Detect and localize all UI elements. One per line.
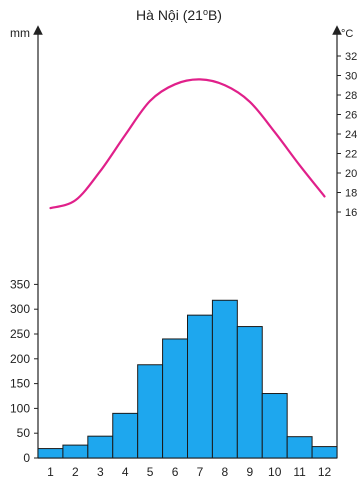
- precipitation-bar: [162, 338, 188, 459]
- month-label: 1: [47, 465, 54, 479]
- precipitation-bar: [236, 326, 263, 459]
- month-label: 10: [268, 465, 282, 479]
- temperature-line: [49, 78, 326, 210]
- precipitation-bar: [37, 448, 64, 459]
- precipitation-bars: [37, 299, 338, 459]
- precipitation-bar: [311, 446, 338, 459]
- chart-title: Hà Nội (21oB): [136, 7, 222, 23]
- month-label: 12: [318, 465, 332, 479]
- month-label: 7: [197, 465, 204, 479]
- left-tick-label: 300: [10, 302, 30, 316]
- right-tick-label: 24: [345, 129, 357, 141]
- left-tick-label: 250: [10, 327, 30, 341]
- precipitation-bar: [211, 299, 238, 459]
- right-tick-label: 32: [345, 51, 357, 63]
- left-axis-ticks: 0 50 100 150 200 250 300 350: [10, 277, 38, 465]
- month-label: 11: [293, 465, 306, 479]
- temperature-series: [49, 78, 326, 210]
- month-label: 8: [222, 465, 229, 479]
- right-axis-ticks: 16 18 20 22 24 26 28 30 32: [337, 51, 357, 219]
- right-axis-unit-label: °C: [341, 28, 353, 40]
- month-labels: 1 2 3 4 5 6 7 8 9 10 11 12: [47, 465, 331, 479]
- month-label: 2: [72, 465, 79, 479]
- month-label: 6: [172, 465, 179, 479]
- precipitation-bar: [261, 393, 288, 459]
- precipitation-bar: [87, 435, 114, 459]
- right-tick-label: 20: [345, 168, 357, 180]
- left-tick-label: 200: [10, 352, 30, 366]
- precipitation-bar: [286, 436, 313, 459]
- precipitation-bar: [62, 444, 89, 459]
- right-tick-label: 16: [345, 207, 357, 219]
- left-axis-unit-label: mm: [10, 26, 30, 40]
- right-tick-label: 18: [345, 188, 357, 200]
- left-tick-label: 150: [10, 377, 30, 391]
- right-tick-label: 26: [345, 110, 357, 122]
- month-label: 5: [147, 465, 154, 479]
- precipitation-bar: [112, 412, 139, 459]
- right-tick-label: 28: [345, 90, 357, 102]
- left-tick-label: 100: [10, 401, 30, 415]
- left-tick-label: 50: [17, 426, 31, 440]
- right-tick-label: 30: [345, 71, 357, 83]
- month-label: 4: [122, 465, 129, 479]
- precipitation-bar: [187, 314, 213, 459]
- month-label: 9: [246, 465, 253, 479]
- month-label: 3: [97, 465, 104, 479]
- left-tick-label: 350: [10, 277, 30, 291]
- right-tick-label: 22: [345, 149, 357, 161]
- left-tick-label: 0: [23, 451, 30, 465]
- precipitation-bar: [137, 364, 164, 459]
